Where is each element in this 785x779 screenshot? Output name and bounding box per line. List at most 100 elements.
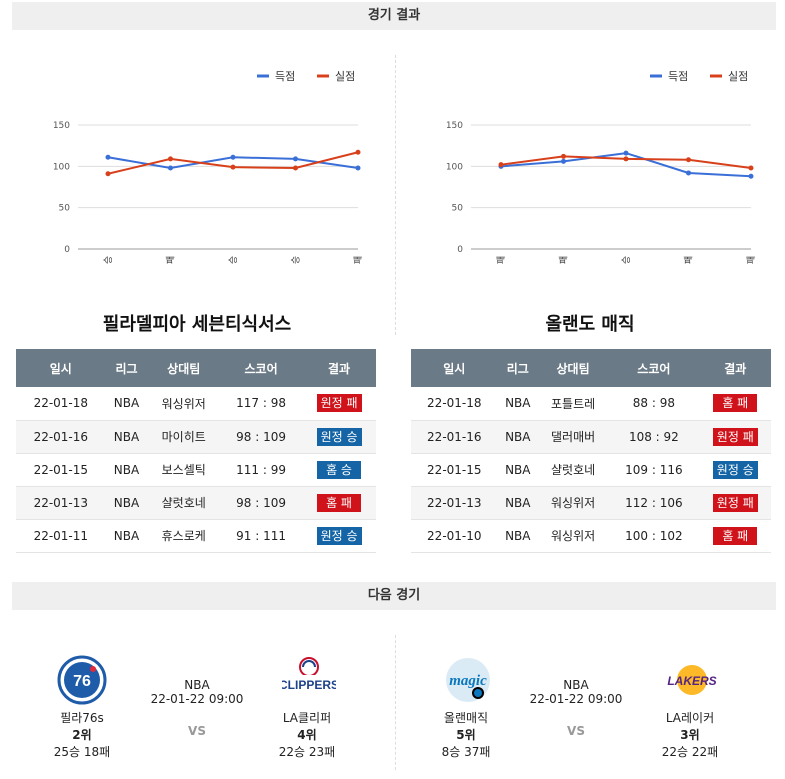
svg-text:CLIPPERS: CLIPPERS: [282, 678, 336, 692]
date-cell: 22-01-13: [411, 486, 498, 520]
results-table: 일시 리그 상대팀 스코어 결과 22-01-18 NBA 워싱위저 117 : 98…: [16, 349, 376, 553]
away-team[interactable]: LAKERS LA레이커 3위 22승 22패: [635, 655, 745, 760]
data-point: [623, 150, 629, 156]
data-point: [293, 165, 298, 171]
result-cell: 원정 승: [699, 453, 771, 487]
data-point: [355, 149, 361, 155]
lakers-logo: LAKERS: [665, 655, 717, 705]
opponent-cell: 댈러매버: [537, 420, 609, 454]
league-cell: NBA: [497, 519, 538, 553]
team-panel-orlando: 득점 실점 0 50 100 150 패 패 승 패 패 올랜도 매직 일시 리그 상대팀 스코어 …: [405, 42, 775, 562]
svg-text:LAKERS: LAKERS: [667, 674, 716, 688]
league: NBA: [563, 678, 589, 692]
score-cell: 98 : 109: [220, 486, 303, 520]
team-record: 22승 23패: [278, 745, 336, 759]
team-record: 22승 22패: [661, 745, 719, 759]
table-row: 22-01-11 NBA 휴스로케 91 : 111 원정 승: [16, 519, 376, 553]
data-point: [105, 171, 111, 177]
table-row: 22-01-15 NBA 샬럿호네 109 : 116 원정 승: [411, 453, 771, 487]
score-cell: 91 : 111: [220, 519, 303, 553]
result-badge: 원정 승: [316, 526, 362, 545]
y-tick-label: 150: [446, 121, 463, 131]
team-record: 25승 18패: [53, 745, 111, 759]
x-tick-label: 패: [496, 256, 507, 264]
data-point: [561, 153, 566, 159]
result-badge: 원정 패: [316, 394, 362, 413]
league-cell: NBA: [497, 453, 538, 487]
y-tick-label: 0: [457, 245, 463, 255]
data-point: [230, 154, 236, 160]
team-name: LA레이커: [665, 711, 715, 725]
results-header: 경기 결과: [12, 2, 776, 30]
col-date: 일시: [411, 349, 498, 387]
team-rank: 4위: [297, 728, 317, 742]
table-row: 22-01-13 NBA 워싱위저 112 : 106 원정 패: [411, 486, 771, 520]
data-point: [105, 154, 111, 160]
y-tick-label: 50: [59, 204, 71, 214]
score-cell: 109 : 116: [608, 453, 700, 487]
result-badge: 홈 승: [317, 460, 362, 479]
vs-label: VS: [188, 724, 206, 738]
home-team[interactable]: magic 올랜매직 5위 8승 37패: [411, 655, 521, 760]
date-cell: 22-01-13: [16, 486, 106, 520]
league-cell: NBA: [497, 486, 538, 520]
team-rank: 3위: [680, 728, 700, 742]
opponent-cell: 마이히트: [147, 420, 221, 454]
col-result: 결과: [302, 349, 376, 387]
legend-label: 득점: [275, 70, 295, 83]
score-cell: 98 : 109: [220, 420, 303, 454]
data-point: [748, 165, 754, 171]
data-point: [498, 162, 504, 168]
data-point: [168, 165, 173, 171]
table-row: 22-01-10 NBA 워싱위저 100 : 102 홈 패: [411, 519, 771, 553]
league-cell: NBA: [105, 486, 148, 520]
legend-label: 실점: [728, 70, 748, 83]
opponent-cell: 샬럿호네: [537, 453, 609, 487]
date-cell: 22-01-18: [411, 387, 498, 421]
x-tick-label: 패: [684, 256, 695, 264]
legend-label: 실점: [335, 70, 355, 83]
result-badge: 홈 패: [713, 394, 758, 413]
result-cell: 홈 승: [302, 453, 376, 487]
x-tick-label: 승: [103, 256, 114, 264]
svg-text:magic: magic: [449, 673, 487, 689]
date-cell: 22-01-15: [411, 453, 498, 487]
score-cell: 117 : 98: [220, 387, 303, 421]
date-cell: 22-01-10: [411, 519, 498, 553]
result-badge: 원정 패: [712, 493, 758, 512]
away-team[interactable]: CLIPPERS LA클리퍼 4위 22승 23패: [252, 655, 362, 760]
score-cell: 108 : 92: [608, 420, 700, 454]
team-record: 8승 37패: [441, 745, 491, 759]
table-row: 22-01-16 NBA 마이히트 98 : 109 원정 승: [16, 420, 376, 454]
table-row: 22-01-16 NBA 댈러매버 108 : 92 원정 패: [411, 420, 771, 454]
date-cell: 22-01-15: [16, 453, 106, 487]
team-panel-philadelphia: 득점 실점 0 50 100 150 승 패 승 승 패 필라델피아 세븐티식서스 일시 리그 상대…: [12, 42, 382, 562]
score-cell: 100 : 102: [608, 519, 700, 553]
next-game-card[interactable]: magic 올랜매직 5위 8승 37패 NBA 22-01-22 09:00 …: [398, 640, 778, 770]
legend-label: 득점: [668, 70, 688, 83]
result-badge: 원정 승: [712, 460, 758, 479]
x-tick-label: 패: [353, 256, 364, 264]
opponent-cell: 워싱위저: [147, 387, 221, 421]
data-point: [230, 164, 236, 170]
col-league: 리그: [105, 349, 148, 387]
date-cell: 22-01-16: [411, 420, 498, 454]
result-cell: 홈 패: [302, 486, 376, 520]
team-name: 올랜매직: [443, 711, 489, 725]
result-cell: 홈 패: [699, 387, 771, 421]
opponent-cell: 워싱위저: [537, 486, 609, 520]
x-tick-label: 패: [559, 256, 570, 264]
result-badge: 홈 패: [317, 493, 362, 512]
home-team[interactable]: 76 필라76s 2위 25승 18패: [27, 655, 137, 760]
result-cell: 원정 패: [302, 387, 376, 421]
team-rank: 5위: [456, 728, 476, 742]
col-score: 스코어: [220, 349, 303, 387]
team-name: 필라76s: [60, 711, 104, 725]
76ers-logo: 76: [57, 655, 107, 705]
result-badge: 원정 패: [712, 427, 758, 446]
opponent-cell: 휴스로케: [147, 519, 221, 553]
col-opponent: 상대팀: [147, 349, 221, 387]
next-game-card[interactable]: 76 필라76s 2위 25승 18패 NBA 22-01-22 09:00 V…: [12, 640, 392, 770]
x-tick-label: 승: [228, 256, 239, 264]
score-cell: 88 : 98: [608, 387, 700, 421]
